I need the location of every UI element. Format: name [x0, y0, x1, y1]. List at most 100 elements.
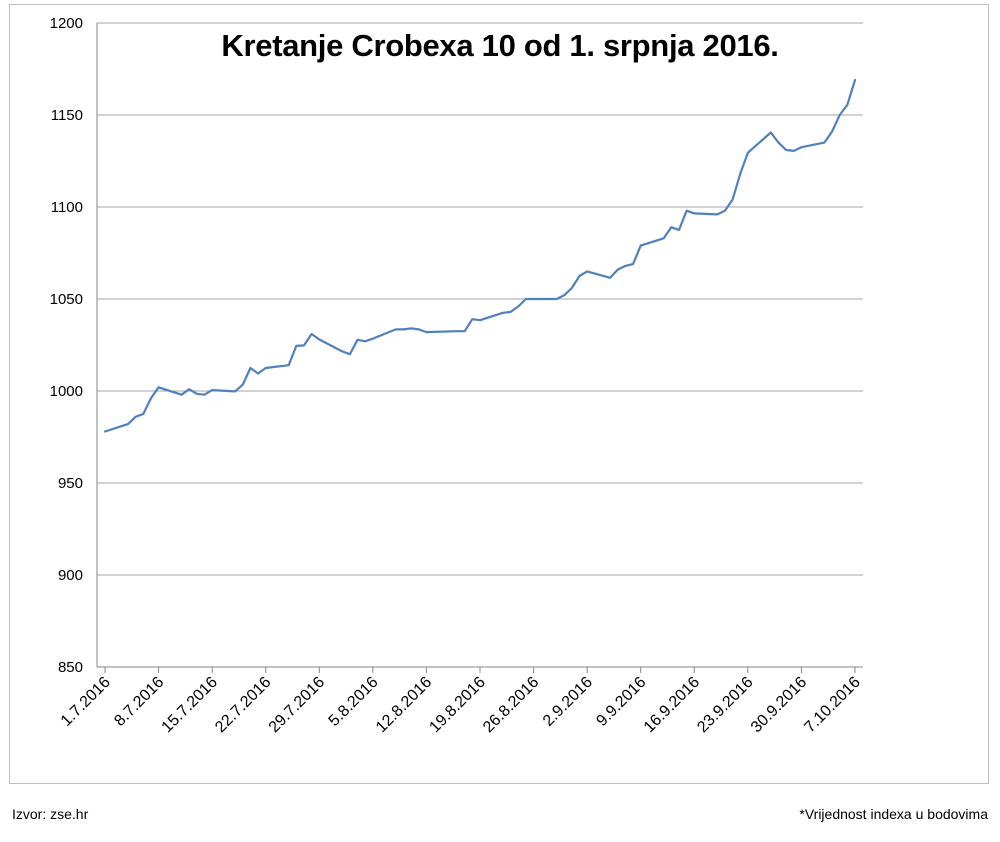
data-point [364, 340, 366, 342]
data-point [823, 142, 825, 144]
data-point [180, 394, 183, 396]
y-tick-labels: 850 900 950 1000 1050 1100 1150 1200 [50, 15, 83, 676]
series-layer [103, 78, 857, 433]
data-point [854, 79, 856, 81]
data-point [624, 265, 627, 267]
data-point [418, 328, 420, 330]
data-point [395, 328, 397, 330]
gridlines [97, 22, 863, 576]
data-point [831, 130, 833, 133]
data-point [724, 210, 726, 212]
data-point [311, 333, 313, 335]
data-point [555, 298, 558, 300]
data-point [410, 327, 412, 330]
data-point [249, 367, 252, 369]
x-tick-label: 26.8.2016 [480, 674, 542, 736]
data-point [532, 298, 535, 300]
data-point [356, 339, 359, 341]
data-point [196, 393, 198, 395]
data-point [135, 416, 137, 418]
data-point [203, 394, 206, 396]
data-point [609, 277, 611, 279]
y-tick-label: 1100 [51, 199, 83, 216]
data-point [747, 152, 749, 154]
data-point [257, 372, 259, 375]
y-tick-label: 1050 [50, 291, 83, 308]
data-point [663, 237, 665, 239]
data-point [104, 430, 106, 433]
data-point [777, 142, 780, 144]
data-point [318, 338, 320, 341]
data-point [288, 364, 290, 366]
data-point [617, 268, 619, 271]
data-point [525, 298, 527, 300]
y-tick-label: 950 [58, 475, 83, 492]
data-point [471, 318, 473, 320]
data-point [464, 330, 466, 332]
data-point [785, 149, 787, 151]
chart-frame [9, 4, 989, 784]
data-point [510, 311, 512, 313]
data-point [632, 263, 634, 265]
data-point [739, 173, 741, 175]
data-point [211, 389, 213, 391]
x-tick-label: 19.8.2016 [426, 674, 488, 736]
x-tick-label: 29.7.2016 [266, 674, 328, 736]
data-point [563, 294, 565, 296]
data-point [678, 229, 680, 231]
x-tick-label: 8.7.2016 [111, 674, 167, 730]
data-point [425, 331, 428, 333]
data-point [242, 383, 244, 386]
data-point [479, 319, 481, 321]
data-point [303, 344, 305, 346]
y-tick-label: 900 [58, 567, 83, 584]
data-point [456, 330, 458, 332]
data-point [502, 312, 504, 314]
data-point [693, 212, 695, 215]
x-tick-label: 7.10.2016 [801, 674, 863, 736]
data-point [571, 287, 573, 289]
data-point [800, 146, 803, 148]
series-line [103, 78, 857, 433]
data-point [234, 390, 236, 392]
data-point [716, 213, 718, 215]
data-point [157, 386, 160, 388]
data-point [770, 131, 772, 134]
y-tick-label: 1200 [50, 15, 83, 32]
data-point [127, 423, 129, 425]
data-point [295, 345, 297, 347]
data-point [265, 367, 267, 369]
source-note: Izvor: zse.hr [12, 806, 89, 822]
y-tick-label: 1150 [51, 107, 83, 124]
x-tick-label: 16.9.2016 [641, 674, 703, 736]
x-tick-label: 1.7.2016 [58, 674, 114, 730]
data-point [670, 226, 672, 228]
y-tick-label: 850 [58, 659, 83, 676]
axes [96, 23, 863, 673]
data-point [839, 114, 841, 116]
data-point [846, 104, 848, 106]
x-tick-label: 5.8.2016 [326, 674, 382, 730]
data-point [731, 199, 734, 201]
chart-title: Kretanje Crobexa 10 od 1. srpnja 2016. [221, 28, 779, 63]
x-tick-labels: 1.7.20168.7.201615.7.201622.7.201629.7.2… [58, 674, 864, 736]
x-tick-label: 12.8.2016 [373, 674, 435, 736]
data-point [150, 397, 152, 399]
data-point [586, 270, 588, 272]
data-point [402, 328, 405, 330]
data-point [640, 245, 642, 247]
x-tick-label: 15.7.2016 [159, 674, 221, 736]
x-tick-label: 9.9.2016 [593, 674, 649, 730]
data-point [188, 388, 190, 390]
data-point [341, 350, 343, 353]
x-tick-label: 2.9.2016 [540, 674, 596, 730]
data-point [349, 353, 351, 355]
y-tick-label: 1000 [50, 383, 83, 400]
x-tick-label: 23.9.2016 [694, 674, 756, 736]
data-point [517, 305, 519, 307]
data-point [793, 150, 795, 152]
x-tick-label: 22.7.2016 [212, 674, 274, 736]
unit-note: *Vrijednost indexa u bodovima [799, 806, 988, 822]
data-point [578, 275, 581, 277]
